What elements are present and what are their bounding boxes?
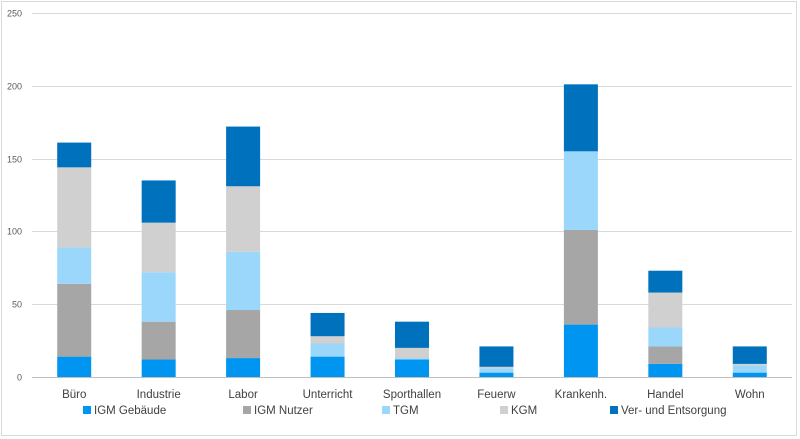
bar-segment bbox=[395, 359, 429, 377]
bar-segment bbox=[226, 251, 261, 311]
legend: IGM Gebäude IGM Nutzer TGM KGM Ver- und Ents… bbox=[83, 405, 727, 417]
bar-segment bbox=[648, 270, 683, 293]
legend-swatch bbox=[83, 406, 91, 414]
bar-segment bbox=[226, 186, 261, 252]
y-tick-label: 50 bbox=[12, 300, 22, 310]
x-axis-labels: Büro Industrie Labor Unterricht Sporthallen F… bbox=[62, 389, 765, 401]
bar-segment bbox=[479, 372, 514, 377]
y-tick-label: 250 bbox=[7, 9, 22, 19]
y-tick-label: 150 bbox=[7, 155, 22, 165]
bar-segment bbox=[310, 312, 345, 337]
bar-segment bbox=[479, 368, 514, 373]
legend-swatch bbox=[500, 406, 508, 414]
legend-swatch bbox=[243, 406, 251, 414]
bar-segment bbox=[563, 151, 598, 230]
x-category-label: Labor bbox=[228, 389, 258, 401]
bar-segment bbox=[57, 247, 92, 284]
legend-label: Ver- und Entsorgung bbox=[621, 405, 727, 417]
y-tick-label: 200 bbox=[7, 82, 22, 92]
bar-segment bbox=[226, 310, 261, 359]
bar-segment bbox=[310, 343, 345, 357]
x-category-label: Unterricht bbox=[303, 389, 354, 401]
bar-segment bbox=[563, 324, 598, 377]
legend-label: IGM Nutzer bbox=[254, 405, 313, 417]
bar-segment bbox=[648, 327, 683, 347]
bar-segment bbox=[732, 346, 767, 364]
y-tick-label: 0 bbox=[17, 373, 22, 383]
bar-segment bbox=[57, 142, 92, 168]
bar-segment bbox=[732, 365, 767, 373]
bar-segment bbox=[648, 363, 683, 377]
y-axis-ticks: 0 50 100 150 200 250 bbox=[7, 9, 22, 383]
bar-segment bbox=[57, 167, 92, 248]
bar-segment bbox=[141, 359, 176, 377]
x-category-label: Wohn bbox=[735, 389, 765, 401]
bar-segment bbox=[479, 346, 514, 367]
bars bbox=[57, 84, 767, 377]
bar-segment bbox=[648, 292, 683, 328]
x-category-label: Büro bbox=[62, 389, 86, 401]
bar-segment bbox=[648, 346, 683, 364]
bar-segment bbox=[395, 358, 429, 360]
bar-segment bbox=[57, 283, 92, 357]
bar-segment bbox=[310, 336, 345, 344]
y-tick-label: 100 bbox=[7, 227, 22, 237]
bar-segment bbox=[732, 372, 767, 377]
legend-swatch bbox=[382, 406, 390, 414]
bar-segment bbox=[732, 363, 767, 366]
legend-label: TGM bbox=[393, 405, 419, 417]
bar-segment bbox=[226, 126, 261, 187]
legend-label: KGM bbox=[511, 405, 537, 417]
bar-segment bbox=[141, 180, 176, 223]
bar-segment bbox=[141, 222, 176, 273]
x-category-label: Feuerw bbox=[477, 389, 516, 401]
x-category-label: Handel bbox=[647, 389, 683, 401]
x-category-label: Sporthallen bbox=[383, 389, 441, 401]
legend-swatch bbox=[610, 406, 618, 414]
x-category-label: Industrie bbox=[137, 389, 181, 401]
bar-segment bbox=[563, 229, 598, 325]
bar-segment bbox=[563, 84, 598, 152]
bar-segment bbox=[310, 356, 345, 377]
bar-segment bbox=[479, 366, 514, 369]
x-category-label: Krankenh. bbox=[555, 389, 607, 401]
bar-segment bbox=[395, 347, 429, 359]
legend-label: IGM Gebäude bbox=[94, 405, 166, 417]
bar-segment bbox=[57, 356, 92, 377]
bar-segment bbox=[226, 358, 261, 377]
bar-segment bbox=[395, 321, 429, 348]
bar-segment bbox=[141, 272, 176, 322]
bar-segment bbox=[141, 321, 176, 360]
